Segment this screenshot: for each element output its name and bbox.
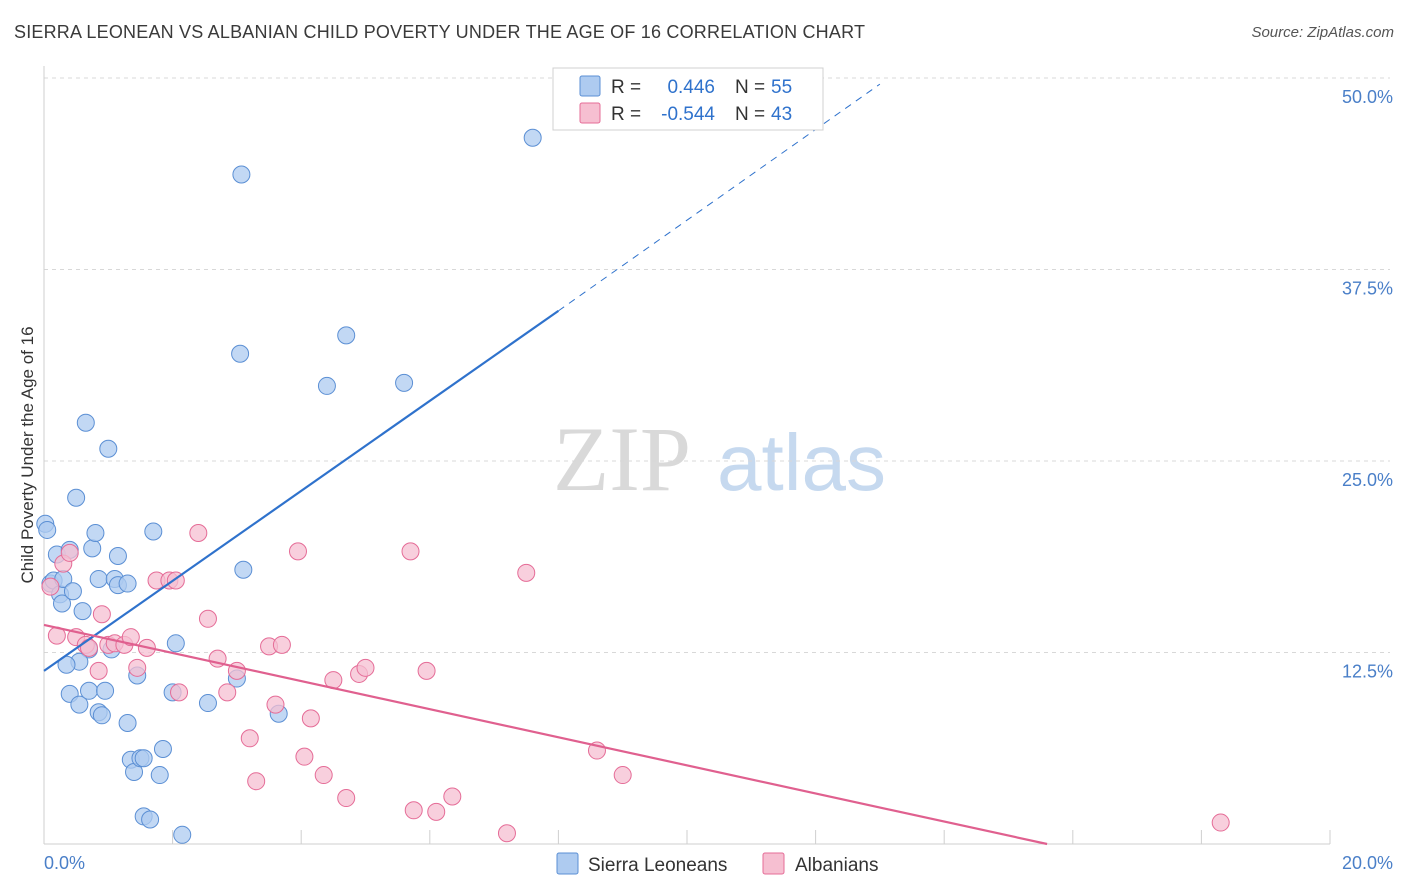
legend-n-value-1: 55 [771, 77, 792, 98]
sierra-leonean-trend-line [43, 309, 560, 672]
albanian-point [247, 772, 266, 791]
sierra-leonean-point [38, 520, 57, 539]
sierra-leonean-point [99, 439, 118, 458]
albanian-point [517, 563, 536, 582]
sierra-leonean-point [83, 539, 102, 558]
albanian-point [295, 747, 314, 766]
sierra-leonean-point [198, 694, 217, 713]
correlation-legend: R = 0.446 N = 55 R = -0.544 N = 43 [552, 67, 824, 131]
albanian-point [427, 802, 446, 821]
albanian-point [240, 729, 259, 748]
legend-swatch-albanians [579, 102, 601, 124]
sierra-leonean-point [96, 681, 115, 700]
albanian-point [41, 577, 60, 596]
sierra-leonean-point [92, 706, 111, 725]
legend-n-label-2: N = [735, 104, 765, 125]
sierra-leonean-point [144, 522, 163, 541]
albanian-point [128, 658, 147, 677]
albanian-point [314, 766, 333, 785]
albanian-point [89, 661, 108, 680]
data-points [36, 128, 1230, 844]
albanian-point [301, 709, 320, 728]
albanian-point [337, 789, 356, 808]
sierra-leonean-point [108, 546, 127, 565]
albanian-point [272, 635, 291, 654]
sierra-leonean-point [337, 326, 356, 345]
legend-r-label-1: R = [611, 77, 641, 98]
sierra-leonean-point [232, 165, 251, 184]
watermark-atlas: atlas [717, 418, 886, 507]
albanian-point [80, 638, 99, 657]
albanian-point [92, 605, 111, 624]
sierra-leonean-point [67, 488, 86, 507]
sierra-leonean-point [166, 634, 185, 653]
chart-title: SIERRA LEONEAN VS ALBANIAN CHILD POVERTY… [14, 22, 866, 42]
albanian-point [401, 542, 420, 561]
x-tick-label-max: 20.0% [1342, 853, 1393, 873]
series-legend: Sierra Leoneans Albanians [556, 852, 878, 876]
albanian-point [198, 609, 217, 628]
axes [43, 66, 1331, 845]
albanian-point [1211, 813, 1230, 832]
sierra-leonean-point [523, 128, 542, 147]
sierra-leonean-point [80, 681, 99, 700]
sierra-leonean-point [86, 524, 105, 543]
albanian-point [497, 824, 516, 843]
y-axis-label: Child Poverty Under the Age of 16 [18, 326, 37, 583]
sierra-leonean-point [70, 695, 89, 714]
albanian-point [443, 787, 462, 806]
sierra-leonean-point [73, 602, 92, 621]
legend-r-label-2: R = [611, 104, 641, 125]
legend-n-label-1: N = [735, 77, 765, 98]
legend-swatch-sierra-leoneans [579, 75, 601, 97]
sierra-leonean-point [53, 594, 72, 613]
tick-labels: 12.5% 25.0% 37.5% 50.0% 0.0% 20.0% [44, 87, 1393, 873]
legend-r-value-1: 0.446 [667, 77, 715, 98]
x-tick-label-min: 0.0% [44, 853, 85, 873]
sierra-leonean-point [153, 740, 172, 759]
sierra-leonean-point [118, 713, 137, 732]
albanian-point [170, 683, 189, 702]
sierra-leonean-trend-extension [558, 83, 881, 312]
y-tick-label: 37.5% [1342, 279, 1393, 299]
sierra-leonean-point [173, 825, 192, 844]
albanian-point [356, 658, 375, 677]
sierra-leonean-point [395, 373, 414, 392]
albanian-point [288, 542, 307, 561]
albanian-point [189, 524, 208, 543]
sierra-leonean-point [89, 569, 108, 588]
albanian-point [417, 661, 436, 680]
albanian-point [404, 801, 423, 820]
sierra-leonean-point [231, 344, 250, 363]
sierra-leonean-point [150, 766, 169, 785]
albanian-point [60, 543, 79, 562]
trend-lines [43, 83, 1048, 846]
albanian-point [613, 766, 632, 785]
y-tick-label: 25.0% [1342, 470, 1393, 490]
sierra-leonean-point [63, 582, 82, 601]
albanian-point [218, 683, 237, 702]
albanian-trend-line [43, 623, 1048, 846]
bottom-legend-label-sierra-leoneans: Sierra Leoneans [588, 855, 727, 876]
y-tick-label: 50.0% [1342, 87, 1393, 107]
sierra-leonean-point [76, 413, 95, 432]
sierra-leonean-point [118, 574, 137, 593]
albanian-point [121, 628, 140, 647]
sierra-leonean-point [134, 749, 153, 768]
bottom-legend-swatch-albanians [762, 852, 785, 875]
bottom-legend-label-albanians: Albanians [795, 855, 878, 876]
source-label: Source: ZipAtlas.com [1251, 24, 1394, 41]
sierra-leonean-point [141, 810, 160, 829]
legend-n-value-2: 43 [771, 104, 792, 125]
bottom-legend-swatch-sierra-leoneans [556, 852, 579, 875]
legend-r-value-2: -0.544 [661, 104, 715, 125]
y-tick-label: 12.5% [1342, 662, 1393, 682]
albanian-point [266, 695, 285, 714]
watermark-zip: ZIP [553, 408, 691, 510]
sierra-leonean-point [317, 376, 336, 395]
sierra-leonean-point [234, 560, 253, 579]
